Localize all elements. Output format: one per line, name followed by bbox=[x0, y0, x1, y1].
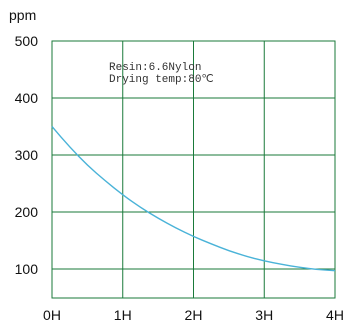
x-tick-label: 1H bbox=[114, 307, 132, 323]
grid-lines bbox=[51, 40, 336, 299]
x-tick-label: 3H bbox=[255, 307, 273, 323]
series-line bbox=[51, 126, 336, 272]
x-tick-label: 4H bbox=[326, 307, 344, 323]
y-tick-label: 300 bbox=[15, 147, 39, 163]
x-tick-label: 0H bbox=[43, 307, 61, 323]
y-tick-labels: 100 200 300 400 500 bbox=[15, 33, 39, 277]
annotation-drying-temp: Drying temp:80℃ bbox=[109, 74, 214, 86]
y-axis-unit-label: ppm bbox=[9, 7, 36, 23]
y-tick-label: 200 bbox=[15, 204, 39, 220]
series-layer bbox=[51, 126, 336, 272]
x-tick-labels: 0H 1H 2H 3H 4H bbox=[43, 307, 344, 323]
y-tick-label: 400 bbox=[15, 90, 39, 106]
x-tick-label: 2H bbox=[185, 307, 203, 323]
y-tick-label: 100 bbox=[15, 261, 39, 277]
y-tick-label: 500 bbox=[15, 33, 39, 49]
annotation-resin: Resin:6.6Nylon bbox=[109, 62, 201, 74]
